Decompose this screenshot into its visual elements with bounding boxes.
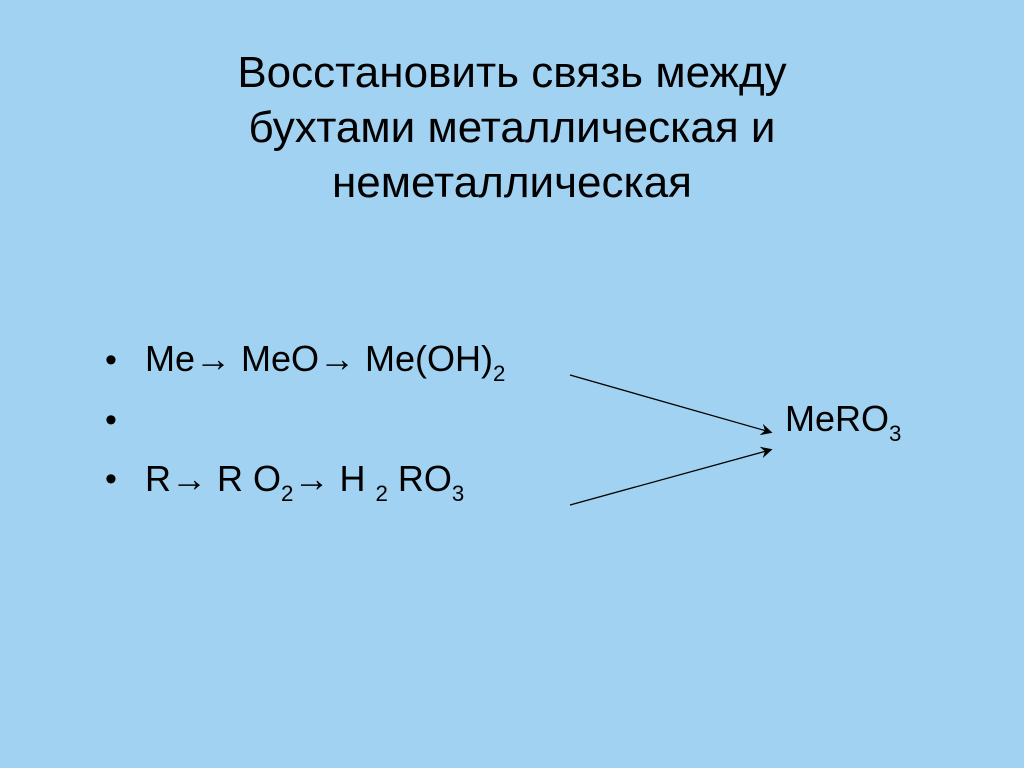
formula-1-text: Me→ MeO→ Me(OH)2 — [145, 330, 505, 390]
formula-line-3: • R→ R O2→ H 2 RO3 — [105, 450, 964, 510]
formula-line-2: • MeRO3 — [105, 390, 964, 450]
title-line-3: неметаллическая — [332, 158, 692, 207]
bullet-icon: • — [105, 393, 145, 447]
slide-content: • Me→ MeO→ Me(OH)2 • MeRO3 • R→ R O2→ H … — [105, 330, 964, 510]
title-line-2: бухтами металлическая и — [249, 103, 776, 152]
formula-3-text: R→ R O2→ H 2 RO3 — [145, 450, 464, 510]
bullet-icon: • — [105, 333, 145, 387]
title-line-1: Восстановить связь между — [237, 48, 786, 97]
bullet-icon: • — [105, 452, 145, 506]
formula-line-1: • Me→ MeO→ Me(OH)2 — [105, 330, 964, 390]
formula-2-text: MeRO3 — [145, 390, 901, 450]
slide-title: Восстановить связь между бухтами металли… — [0, 45, 1024, 210]
